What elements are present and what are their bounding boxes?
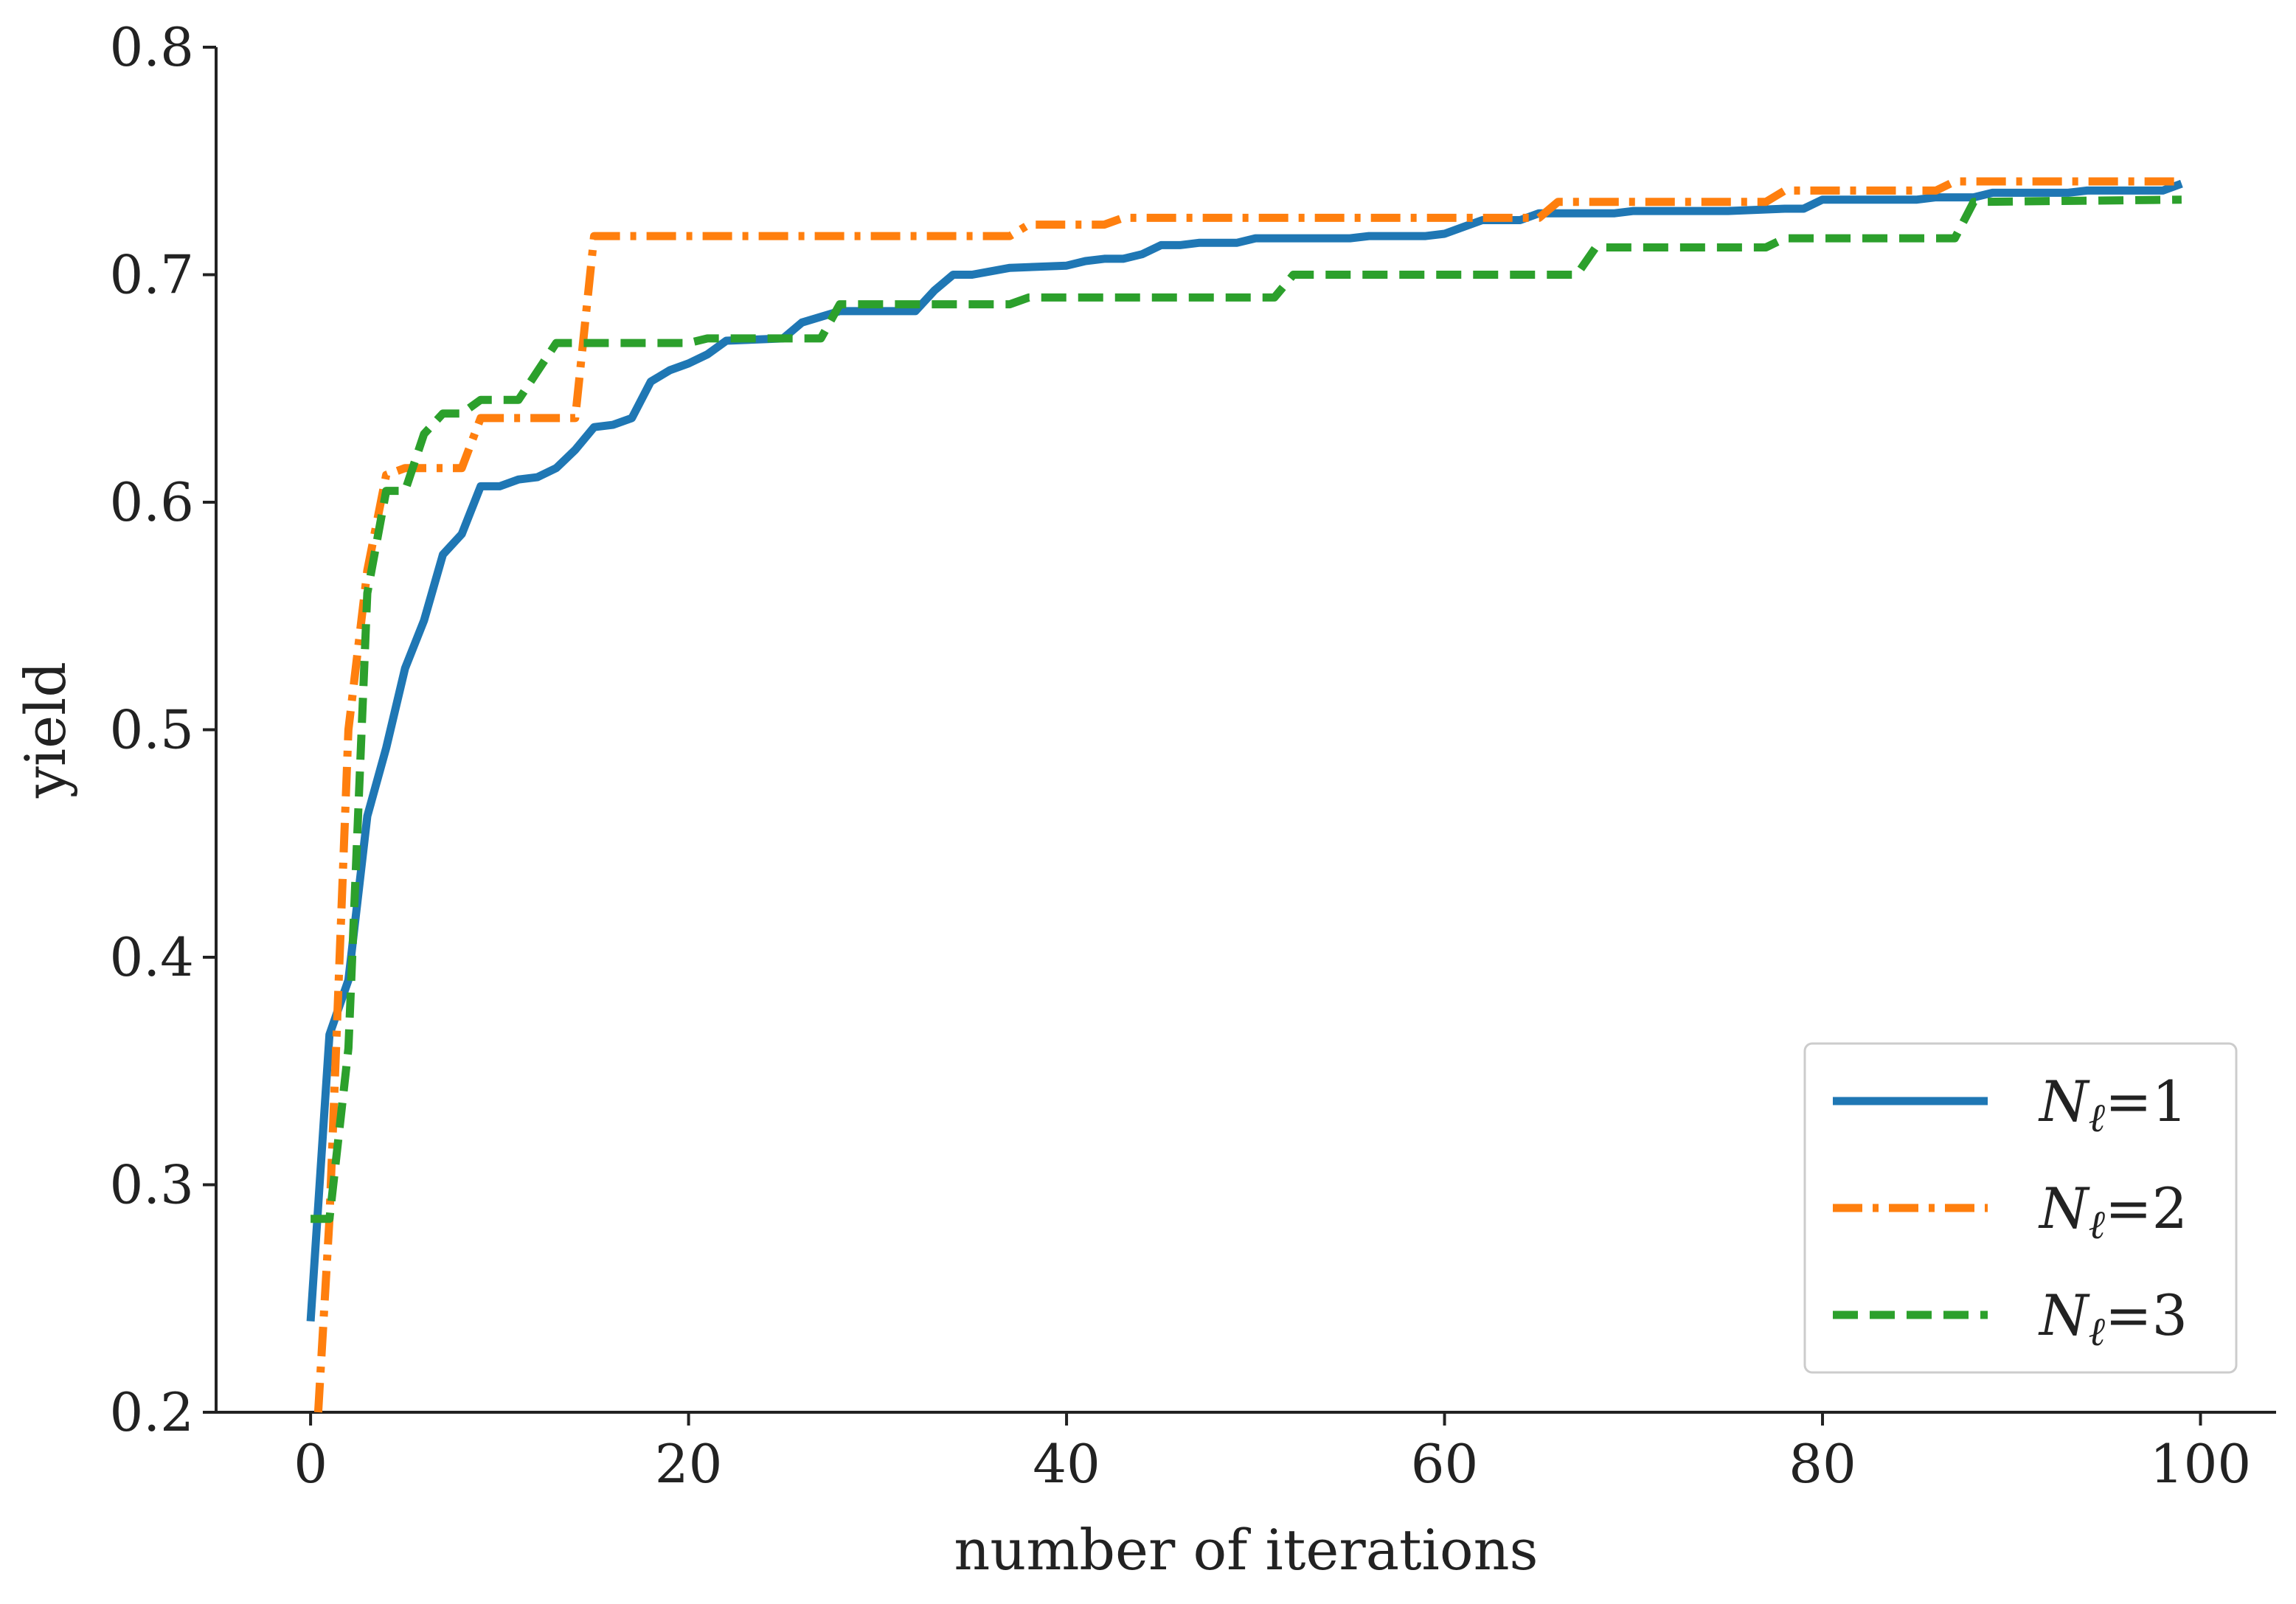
x-ticks: 0 20 40 60 80 100: [294, 1412, 2251, 1495]
y-tick-label: 0.5: [109, 699, 194, 761]
legend-label-tail: =2: [2105, 1176, 2188, 1241]
y-tick-label: 0.2: [109, 1381, 194, 1443]
legend-label-tail: =1: [2105, 1069, 2188, 1134]
y-tick-label: 0.6: [109, 471, 194, 533]
x-tick-label: 40: [1033, 1433, 1100, 1495]
legend: Nℓ=1Nℓ=2Nℓ=3: [1803, 1042, 2238, 1374]
y-tick-label: 0.8: [109, 16, 194, 78]
series-layer: [306, 177, 2183, 1413]
legend-label-tail: =3: [2105, 1282, 2188, 1348]
legend-label-sub: ℓ: [2089, 1094, 2106, 1141]
legend-label-sub: ℓ: [2089, 1201, 2106, 1248]
y-tick-label: 0.3: [109, 1154, 194, 1216]
legend-label-3: Nℓ=3: [2038, 1282, 2188, 1355]
x-tick-label: 100: [2150, 1433, 2251, 1495]
x-tick-label: 80: [1789, 1433, 1856, 1495]
y-tick-label: 0.7: [109, 244, 194, 306]
series-line-3: [311, 195, 2182, 1223]
legend-label-main: N: [2038, 1176, 2090, 1241]
series-line-1: [306, 179, 2183, 1322]
legend-label-sub: ℓ: [2089, 1308, 2106, 1355]
legend-label-1: Nℓ=1: [2038, 1069, 2188, 1141]
y-tick-label: 0.4: [109, 926, 194, 988]
series-line-2: [313, 177, 2182, 1413]
y-ticks: 0.2 0.3 0.4 0.5 0.6 0.7 0.8: [109, 16, 216, 1443]
x-tick-label: 20: [655, 1433, 723, 1495]
x-tick-label: 0: [294, 1433, 327, 1495]
x-tick-label: 60: [1411, 1433, 1479, 1495]
y-axis-label: yield: [13, 662, 78, 799]
legend-label-main: N: [2038, 1282, 2090, 1348]
legend-box: [1803, 1042, 2238, 1374]
x-axis-label: number of iterations: [954, 1517, 1538, 1583]
legend-label-2: Nℓ=2: [2038, 1176, 2188, 1248]
legend-label-main: N: [2038, 1069, 2090, 1134]
